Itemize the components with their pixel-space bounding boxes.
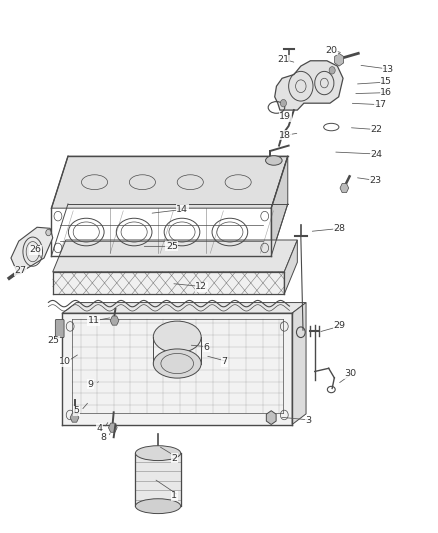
- Text: 27: 27: [14, 266, 26, 275]
- Polygon shape: [266, 411, 276, 424]
- Text: 29: 29: [333, 321, 345, 330]
- Polygon shape: [110, 316, 119, 325]
- Text: 3: 3: [305, 416, 311, 425]
- Text: 11: 11: [88, 316, 99, 325]
- Text: 4: 4: [96, 424, 102, 433]
- Text: 30: 30: [344, 369, 357, 378]
- Circle shape: [17, 268, 22, 274]
- Text: 21: 21: [278, 55, 290, 64]
- Polygon shape: [335, 53, 344, 66]
- Text: 23: 23: [369, 176, 381, 185]
- Text: 12: 12: [195, 282, 207, 291]
- FancyBboxPatch shape: [55, 319, 64, 337]
- Ellipse shape: [265, 156, 282, 165]
- Polygon shape: [340, 183, 349, 192]
- Ellipse shape: [135, 499, 181, 514]
- Text: 18: 18: [279, 131, 291, 140]
- Text: 2: 2: [171, 454, 177, 463]
- Text: 10: 10: [59, 358, 71, 367]
- Text: 28: 28: [333, 224, 345, 233]
- Polygon shape: [271, 156, 288, 256]
- Text: 26: 26: [30, 245, 42, 254]
- Text: 6: 6: [204, 343, 210, 352]
- Text: 24: 24: [371, 150, 382, 159]
- Ellipse shape: [135, 446, 181, 461]
- Text: 20: 20: [325, 46, 338, 55]
- Text: 13: 13: [382, 64, 394, 74]
- Polygon shape: [292, 303, 306, 424]
- Text: 25: 25: [166, 242, 178, 251]
- Polygon shape: [11, 227, 53, 274]
- Text: 14: 14: [177, 205, 188, 214]
- Circle shape: [46, 229, 51, 236]
- Text: 17: 17: [375, 100, 387, 109]
- Text: 25: 25: [47, 336, 59, 345]
- Polygon shape: [53, 240, 297, 272]
- Polygon shape: [51, 156, 288, 208]
- Polygon shape: [62, 303, 306, 313]
- Text: 19: 19: [279, 112, 291, 122]
- Polygon shape: [284, 240, 297, 294]
- Text: 9: 9: [88, 379, 94, 389]
- Text: 15: 15: [380, 77, 392, 86]
- Polygon shape: [275, 61, 343, 110]
- Text: 1: 1: [171, 491, 177, 500]
- Circle shape: [280, 100, 286, 107]
- Ellipse shape: [153, 321, 201, 353]
- Text: 5: 5: [73, 406, 79, 415]
- Polygon shape: [70, 413, 79, 422]
- Ellipse shape: [153, 349, 201, 378]
- Polygon shape: [109, 423, 117, 432]
- Text: 8: 8: [101, 433, 106, 442]
- Text: 16: 16: [380, 88, 392, 97]
- Circle shape: [329, 67, 335, 74]
- Text: 7: 7: [221, 358, 227, 367]
- Text: 22: 22: [371, 125, 382, 134]
